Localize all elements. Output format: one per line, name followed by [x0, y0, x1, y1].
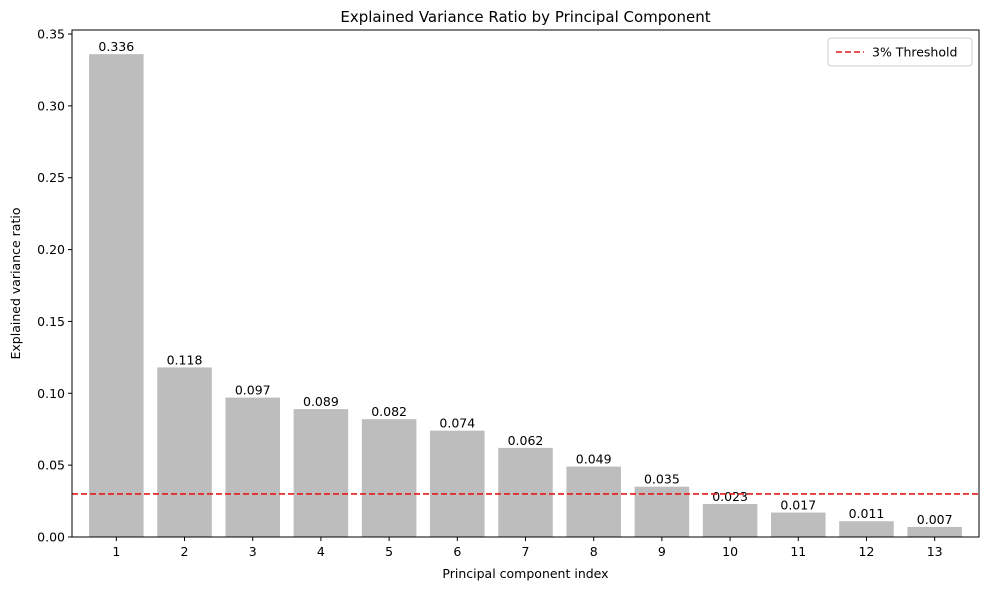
x-axis-label: Principal component index — [442, 566, 608, 581]
bar-pc-10 — [702, 503, 758, 537]
data-label-pc-1: 0.336 — [98, 39, 134, 54]
bar-pc-8 — [566, 466, 621, 537]
x-axis-ticks: 1 2 3 4 5 6 7 8 9 10 11 12 13 — [112, 537, 943, 559]
bar-data-labels: 0.336 0.118 0.097 0.089 0.082 0.074 0.062 0.049… — [98, 39, 952, 527]
bar-pc-1 — [89, 54, 144, 538]
y-tick-label: 0.00 — [37, 530, 65, 545]
legend-box — [827, 37, 973, 67]
x-tick-label: 13 — [927, 544, 943, 559]
x-tick-label: 7 — [522, 544, 530, 559]
y-axis-label: Explained variance ratio — [8, 208, 23, 360]
bar-pc-5 — [361, 419, 417, 537]
x-tick-label: 9 — [658, 544, 666, 559]
y-axis-ticks: 0.00 0.05 0.10 0.15 0.20 0.25 0.30 0.35 — [37, 27, 72, 545]
bar-pc-3 — [225, 397, 280, 537]
data-label-pc-6: 0.074 — [439, 416, 475, 431]
bar-pc-2 — [157, 367, 212, 537]
legend: 3% Threshold — [827, 37, 973, 67]
data-label-pc-7: 0.062 — [508, 433, 544, 448]
bar-pc-9 — [634, 486, 690, 537]
data-label-pc-8: 0.049 — [576, 452, 612, 467]
bar-pc-4 — [293, 409, 349, 537]
data-label-pc-10: 0.023 — [712, 489, 748, 504]
y-tick-label: 0.05 — [37, 458, 65, 473]
data-label-pc-5: 0.082 — [371, 404, 407, 419]
data-label-pc-4: 0.089 — [303, 394, 339, 409]
bar-pc-11 — [771, 512, 826, 537]
x-tick-label: 8 — [590, 544, 598, 559]
data-label-pc-11: 0.017 — [780, 498, 816, 513]
bar-pc-12 — [839, 521, 894, 537]
x-tick-label: 11 — [790, 544, 806, 559]
plot-frame — [71, 29, 980, 538]
y-tick-label: 0.10 — [37, 386, 65, 401]
data-label-pc-3: 0.097 — [235, 383, 271, 398]
x-tick-label: 3 — [249, 544, 257, 559]
bar-series — [89, 54, 962, 538]
x-tick-label: 2 — [181, 544, 189, 559]
x-tick-label: 10 — [722, 544, 738, 559]
data-label-pc-13: 0.007 — [917, 512, 953, 527]
x-tick-label: 1 — [112, 544, 120, 559]
data-label-pc-2: 0.118 — [167, 352, 203, 367]
y-tick-label: 0.35 — [37, 27, 65, 42]
y-tick-label: 0.25 — [37, 170, 65, 185]
x-tick-label: 6 — [453, 544, 461, 559]
x-tick-label: 4 — [317, 544, 325, 559]
y-tick-label: 0.30 — [37, 98, 65, 113]
y-tick-label: 0.20 — [37, 242, 65, 257]
data-label-pc-9: 0.035 — [644, 472, 680, 487]
bar-pc-7 — [498, 447, 553, 537]
y-tick-label: 0.15 — [37, 314, 65, 329]
data-label-pc-12: 0.011 — [849, 506, 885, 521]
x-tick-label: 5 — [385, 544, 393, 559]
chart-title: Explained Variance Ratio by Principal Co… — [340, 8, 710, 26]
legend-label-threshold: 3% Threshold — [872, 45, 957, 60]
bar-pc-13 — [907, 526, 962, 537]
bar-pc-6 — [430, 430, 485, 537]
x-tick-label: 12 — [859, 544, 875, 559]
